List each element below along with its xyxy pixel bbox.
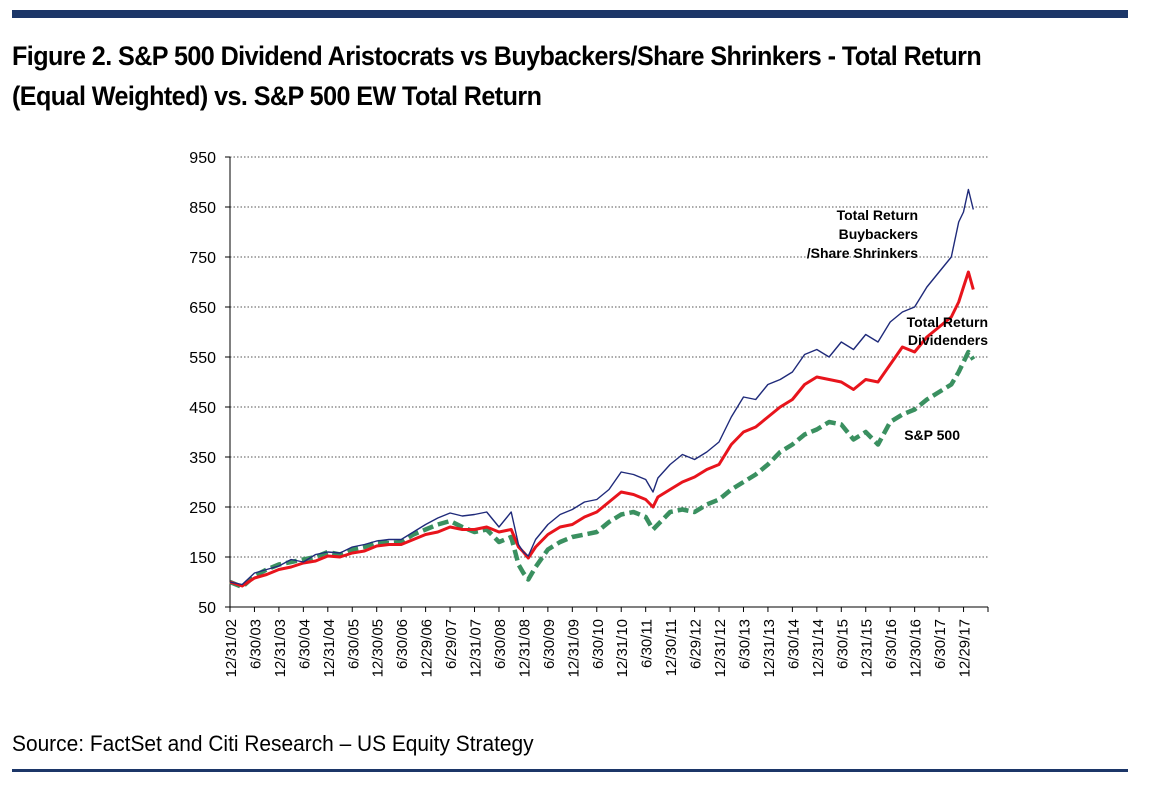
series-labels: Total Return Buybackers/Share Shrinkers To… <box>807 207 988 443</box>
series-line-thin <box>229 188 974 586</box>
buybackers-label: /Share Shrinkers <box>807 245 918 261</box>
y-tick-label: 50 <box>198 600 216 617</box>
x-tick-label: 12/31/14 <box>810 619 827 677</box>
figure-title: Figure 2. S&P 500 Dividend Aristocrats v… <box>12 41 982 111</box>
x-tick-label: 12/31/03 <box>272 619 289 677</box>
x-tick-label: 12/30/11 <box>663 619 680 676</box>
source-note: Source: FactSet and Citi Research – US E… <box>12 731 534 756</box>
x-tick-label: 6/29/07 <box>443 619 460 669</box>
y-tick-label: 450 <box>189 400 216 417</box>
x-tick-label: 12/31/07 <box>468 619 485 677</box>
x-tick-label: 6/29/12 <box>688 619 705 669</box>
series-line-dashed <box>229 349 976 590</box>
x-tick-label: 12/31/09 <box>565 619 582 677</box>
x-tick-label: 12/30/16 <box>908 619 925 677</box>
x-tick-label: 12/31/10 <box>614 619 631 677</box>
bottom-rule <box>12 769 1128 772</box>
x-axis-ticks: 12/31/02 6/30/03 12/31/03 6/30/04 12/31/04 6/… <box>223 607 989 677</box>
x-tick-label: 6/30/06 <box>394 619 411 669</box>
dividenders-label: Dividenders <box>908 332 988 348</box>
x-tick-label: 12/31/02 <box>223 619 240 677</box>
y-tick-label: 950 <box>189 150 216 167</box>
y-tick-label: 750 <box>189 250 216 267</box>
x-tick-label: 6/30/16 <box>883 619 900 669</box>
x-tick-label: 6/30/15 <box>834 619 851 669</box>
x-tick-label: 6/30/11 <box>639 619 656 668</box>
buybackers-label: Buybackers <box>839 226 919 242</box>
y-tick-label: 850 <box>189 200 216 217</box>
x-tick-label: 12/31/04 <box>321 619 338 677</box>
dividenders-label: Total Return <box>907 314 988 330</box>
sp500-label: S&P 500 <box>904 427 960 443</box>
x-tick-label: 6/30/08 <box>492 619 509 669</box>
y-axis-ticks: 50 150 250 350 450 550 650 750 850 950 <box>189 150 230 617</box>
x-tick-label: 12/31/12 <box>712 619 729 677</box>
x-tick-label: 12/31/08 <box>516 619 533 677</box>
x-tick-label: 6/30/09 <box>541 619 558 669</box>
buybackers-label: Total Return <box>837 207 918 223</box>
grid-lines <box>230 156 988 558</box>
y-tick-label: 350 <box>189 450 216 467</box>
y-tick-label: 650 <box>189 300 216 317</box>
x-tick-label: 6/30/10 <box>590 619 607 669</box>
top-rule <box>12 10 1128 18</box>
x-tick-label: 6/30/05 <box>345 619 362 669</box>
series-line-thick <box>229 270 975 588</box>
x-tick-label: 12/30/05 <box>370 619 387 677</box>
x-tick-label: 12/29/06 <box>419 619 436 677</box>
y-tick-label: 250 <box>189 500 216 517</box>
y-tick-label: 150 <box>189 550 216 567</box>
x-tick-label: 12/31/13 <box>761 619 778 677</box>
axes <box>229 157 988 608</box>
x-tick-label: 6/30/04 <box>296 619 313 669</box>
x-tick-label: 12/29/17 <box>957 619 974 677</box>
x-tick-label: 6/30/13 <box>736 619 753 669</box>
x-tick-label: 12/31/15 <box>859 619 876 677</box>
y-tick-label: 550 <box>189 350 216 367</box>
series-group <box>229 188 976 590</box>
x-tick-label: 6/30/14 <box>785 619 802 669</box>
x-tick-label: 6/30/17 <box>932 619 949 669</box>
x-tick-label: 6/30/03 <box>247 619 264 669</box>
